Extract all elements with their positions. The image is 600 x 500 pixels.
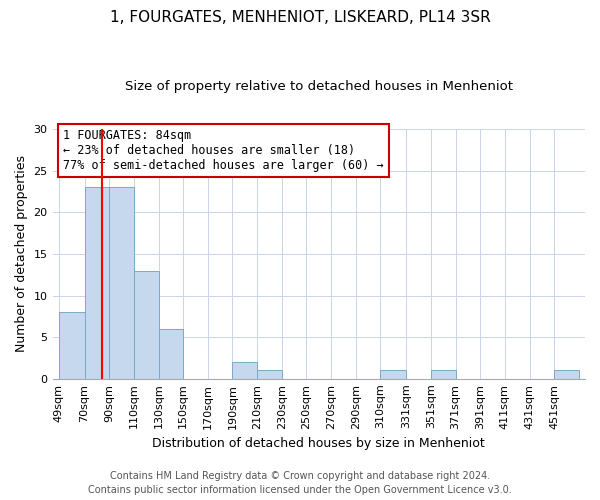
Bar bbox=[85, 187, 109, 379]
Bar bbox=[554, 370, 579, 379]
Bar bbox=[109, 187, 134, 379]
Bar bbox=[158, 329, 183, 379]
Y-axis label: Number of detached properties: Number of detached properties bbox=[15, 156, 28, 352]
Bar bbox=[257, 370, 282, 379]
Bar bbox=[431, 370, 455, 379]
Bar bbox=[59, 312, 85, 379]
Title: Size of property relative to detached houses in Menheniot: Size of property relative to detached ho… bbox=[125, 80, 513, 93]
Text: 1 FOURGATES: 84sqm
← 23% of detached houses are smaller (18)
77% of semi-detache: 1 FOURGATES: 84sqm ← 23% of detached hou… bbox=[63, 129, 384, 172]
Text: Contains HM Land Registry data © Crown copyright and database right 2024.
Contai: Contains HM Land Registry data © Crown c… bbox=[88, 471, 512, 495]
Bar bbox=[232, 362, 257, 379]
X-axis label: Distribution of detached houses by size in Menheniot: Distribution of detached houses by size … bbox=[152, 437, 485, 450]
Bar bbox=[380, 370, 406, 379]
Text: 1, FOURGATES, MENHENIOT, LISKEARD, PL14 3SR: 1, FOURGATES, MENHENIOT, LISKEARD, PL14 … bbox=[110, 10, 490, 25]
Bar bbox=[134, 270, 158, 379]
